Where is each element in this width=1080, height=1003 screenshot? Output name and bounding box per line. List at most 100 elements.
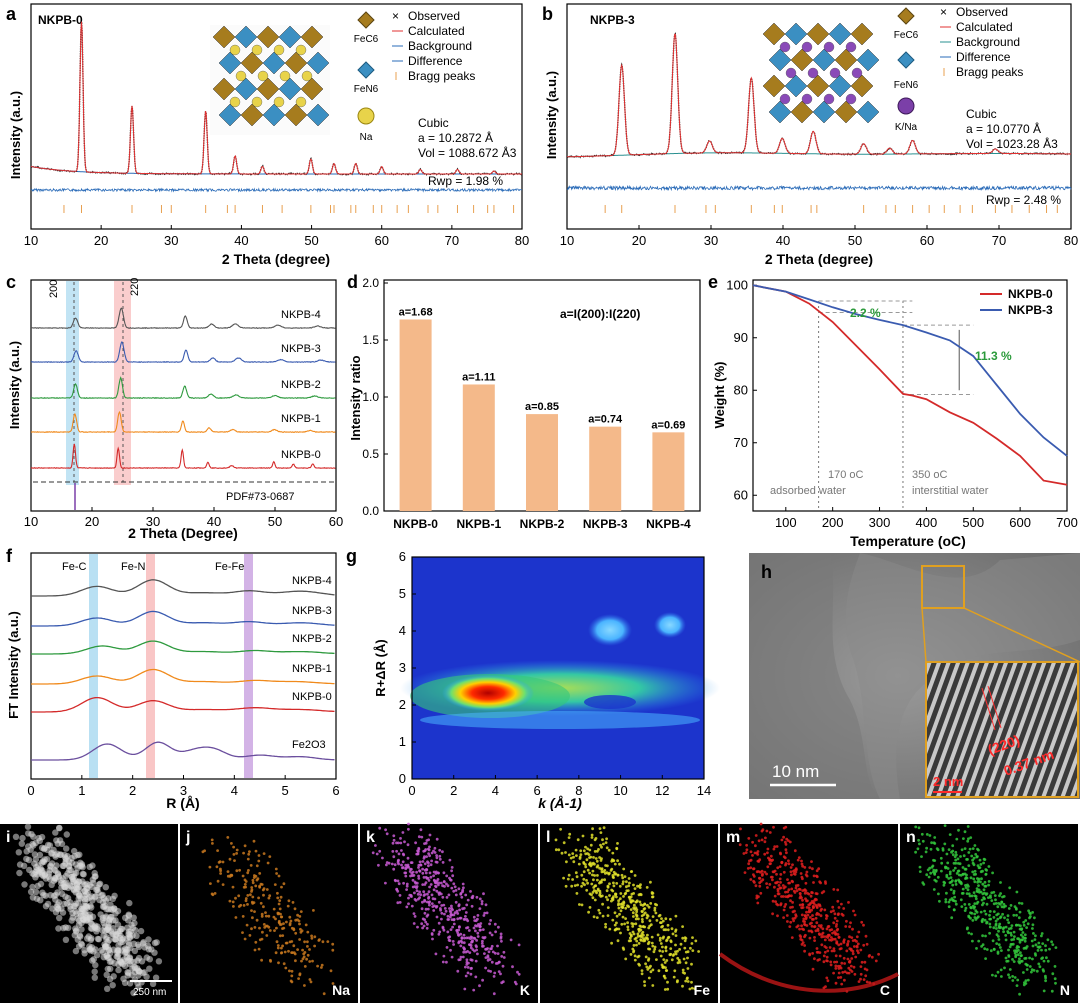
signal-dot [422, 890, 426, 894]
signal-dot [914, 825, 918, 829]
signal-dot [825, 959, 828, 962]
signal-dot [771, 870, 775, 874]
signal-dot [769, 854, 773, 858]
signal-dot [112, 910, 119, 917]
y-axis-label: Intensity (a.u.) [8, 91, 23, 179]
signal-dot [105, 906, 112, 913]
signal-dot [798, 892, 802, 896]
signal-dot [635, 910, 638, 914]
annotation: 2.2 % [850, 306, 881, 320]
signal-dot [409, 894, 413, 897]
panel-e: e Weight (%) Temperature (oC) 100 200 300 4… [708, 272, 1078, 549]
signal-dot [409, 867, 412, 871]
signal-dot [984, 957, 987, 960]
signal-dot [422, 856, 426, 860]
signal-dot [287, 949, 290, 953]
signal-dot [836, 899, 840, 903]
octahedron [806, 22, 830, 46]
signal-dot [93, 886, 100, 894]
signal-dot [651, 968, 655, 972]
signal-dot [467, 929, 471, 932]
signal-dot [1040, 932, 1044, 935]
octahedron [790, 48, 814, 72]
signal-dot [292, 944, 296, 948]
signal-dot [415, 889, 419, 893]
signal-dot [1026, 978, 1030, 982]
signal-dot [633, 874, 637, 877]
signal-dot [978, 858, 982, 862]
signal-dot [977, 939, 981, 943]
signal-dot [432, 874, 435, 878]
signal-dot [582, 870, 586, 874]
signal-dot [954, 899, 957, 903]
signal-dot [773, 885, 776, 889]
signal-dot [312, 909, 315, 912]
legend-item: Bragg peaks [956, 65, 1023, 79]
signal-dot [862, 923, 865, 927]
signal-dot [967, 885, 970, 888]
signal-dot [257, 854, 261, 857]
signal-dot [643, 911, 647, 915]
signal-dot [770, 859, 773, 863]
signal-dot [835, 960, 839, 964]
signal-dot [822, 960, 826, 964]
signal-dot [769, 862, 772, 865]
signal-dot [755, 870, 759, 874]
signal-dot [626, 928, 630, 931]
signal-dot [421, 900, 424, 904]
signal-dot [928, 834, 932, 837]
signal-dot [576, 883, 579, 887]
octahedron [828, 22, 852, 46]
signal-dot [1001, 927, 1005, 931]
signal-dot [1007, 921, 1011, 924]
signal-dot [231, 900, 235, 904]
tick-label: 2.0 [362, 276, 379, 290]
signal-dot [848, 959, 852, 963]
signal-dot [103, 926, 111, 934]
signal-dot [823, 908, 827, 912]
map-background [360, 824, 538, 1003]
signal-dot [489, 970, 492, 973]
signal-dot [634, 936, 638, 940]
signal-dot [833, 916, 837, 920]
signal-dot [571, 852, 575, 855]
signal-dot [853, 945, 856, 948]
signal-dot [251, 916, 254, 920]
signal-dot [410, 904, 414, 908]
signal-dot [421, 871, 425, 875]
signal-dot [52, 891, 59, 899]
signal-dot [482, 936, 486, 940]
lattice-volume: Vol = 1023.28 Å3 [966, 136, 1058, 151]
signal-dot [794, 886, 798, 890]
k-na-atom-icon [897, 97, 915, 115]
signal-dot [810, 900, 814, 903]
signal-dot [938, 899, 941, 903]
signal-dot [963, 830, 967, 834]
fe-c-band [89, 554, 98, 778]
signal-dot [565, 860, 568, 864]
signal-dot [420, 922, 424, 926]
signal-dot [789, 866, 793, 869]
octahedron [300, 25, 324, 49]
signal-dot [963, 909, 967, 912]
signal-dot [422, 894, 426, 897]
signal-dot [752, 867, 755, 871]
signal-dot [457, 941, 461, 945]
signal-dot [590, 882, 594, 886]
signal-dot [426, 922, 429, 926]
signal-dot [493, 971, 497, 975]
signal-dot [619, 892, 623, 895]
signal-dot [651, 891, 655, 895]
signal-dot [92, 946, 99, 953]
signal-dot [622, 903, 625, 907]
signal-dot [768, 883, 772, 886]
signal-dot [424, 907, 428, 911]
signal-dot [428, 854, 431, 858]
signal-dot [1026, 922, 1030, 926]
octahedron [850, 22, 874, 46]
signal-dot [974, 909, 978, 913]
signal-dot [56, 824, 63, 832]
signal-dot [475, 948, 478, 952]
signal-dot [775, 845, 779, 848]
signal-dot [25, 856, 33, 864]
